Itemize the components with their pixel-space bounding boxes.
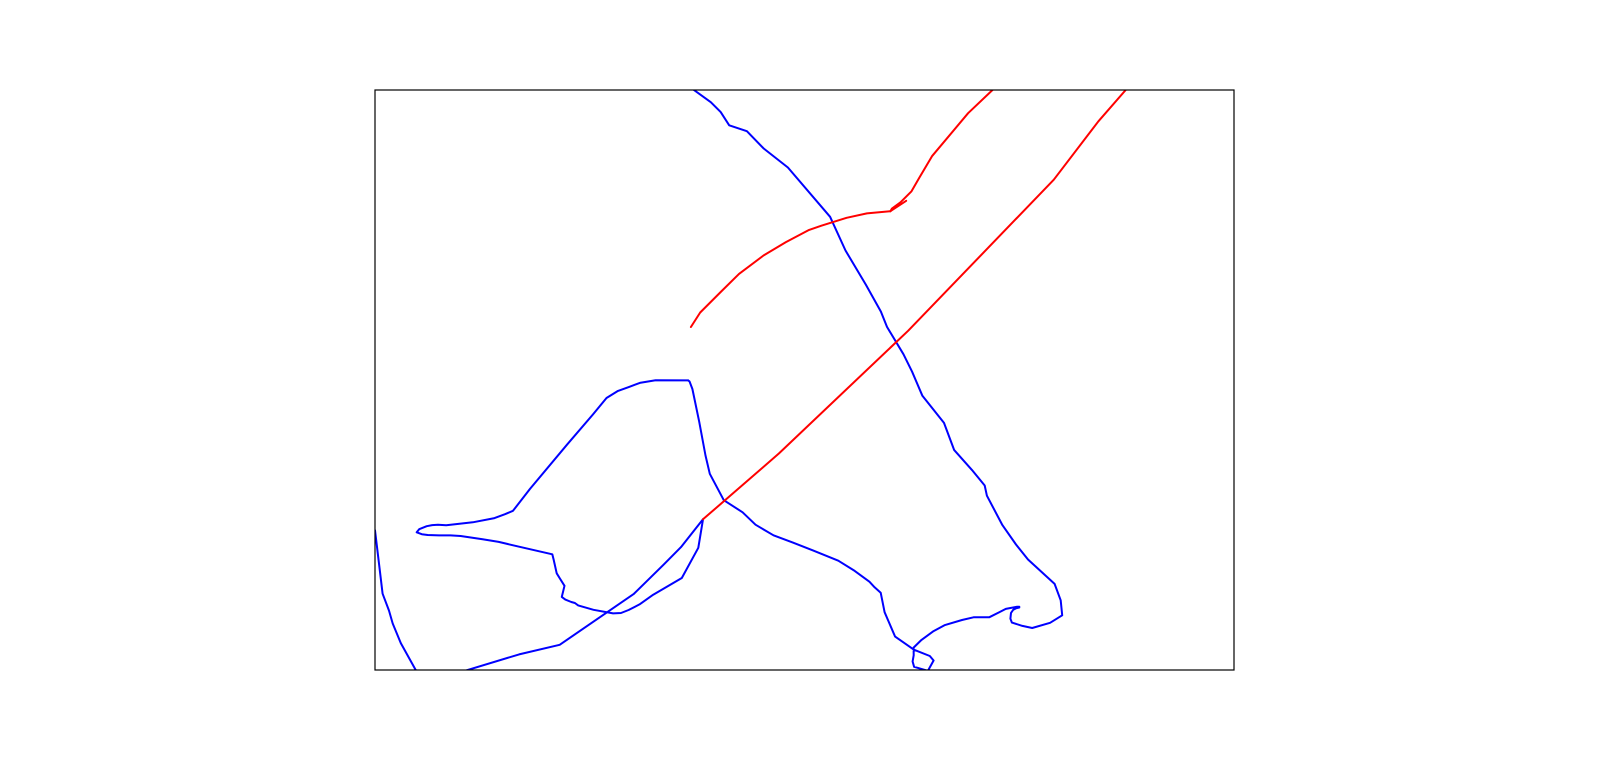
series-2-segment-2 bbox=[889, 90, 994, 213]
series-1-segment-3 bbox=[375, 518, 704, 670]
series-2-segment-3 bbox=[689, 210, 892, 328]
series-layer bbox=[375, 90, 1127, 670]
series-1-segment-1 bbox=[687, 90, 1064, 670]
series-2-segment-1 bbox=[702, 90, 1127, 521]
plot-frame bbox=[374, 89, 1235, 671]
series-2-segment-4 bbox=[889, 199, 908, 213]
series-1-segment-2 bbox=[415, 379, 704, 615]
